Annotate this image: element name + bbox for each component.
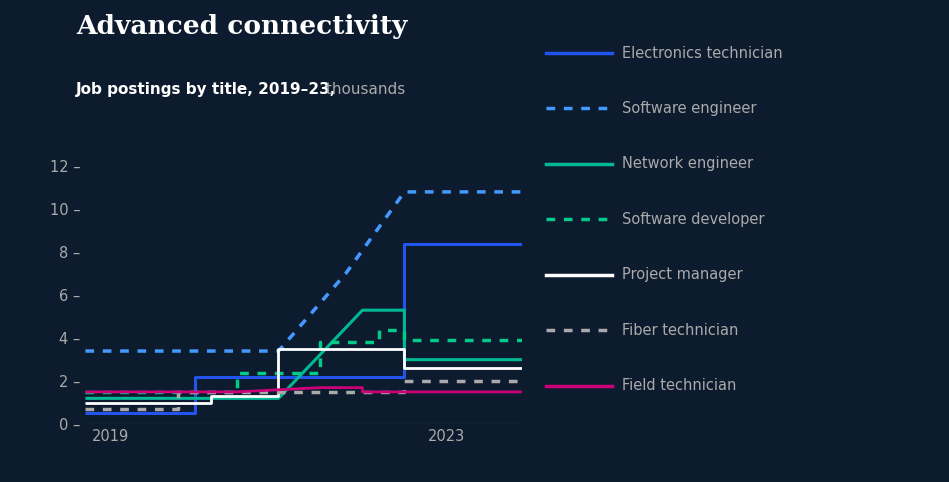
- Text: Software developer: Software developer: [622, 212, 764, 227]
- Text: Field technician: Field technician: [622, 378, 736, 393]
- Text: thousands: thousands: [321, 82, 405, 97]
- Text: Job postings by title, 2019–23,: Job postings by title, 2019–23,: [76, 82, 336, 97]
- Text: Electronics technician: Electronics technician: [622, 45, 782, 61]
- Text: Project manager: Project manager: [622, 267, 742, 282]
- Text: Fiber technician: Fiber technician: [622, 322, 738, 338]
- Text: Software engineer: Software engineer: [622, 101, 756, 116]
- Text: Network engineer: Network engineer: [622, 156, 753, 172]
- Text: Advanced connectivity: Advanced connectivity: [76, 14, 407, 40]
